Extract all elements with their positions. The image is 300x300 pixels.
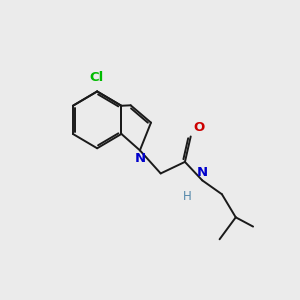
Text: H: H: [183, 190, 192, 203]
Text: O: O: [193, 121, 204, 134]
Text: N: N: [197, 166, 208, 178]
Text: N: N: [135, 152, 146, 165]
Text: Cl: Cl: [89, 71, 103, 84]
